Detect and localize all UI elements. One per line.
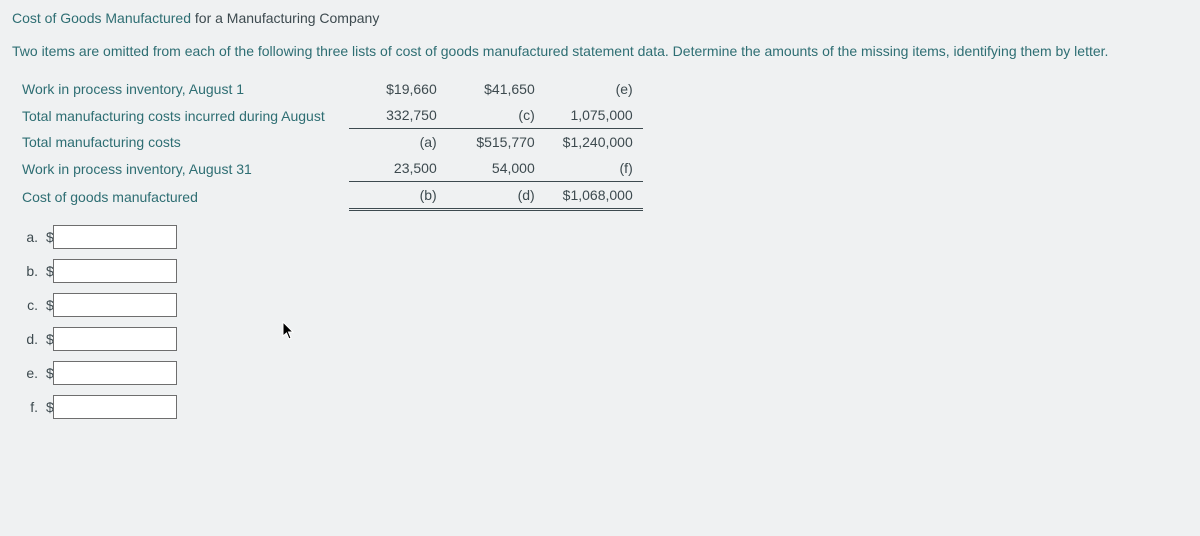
cell-col1: (b) [349, 182, 447, 210]
answer-inputs: a.$ b.$ c.$ d.$ e.$ f.$ [12, 225, 1188, 419]
cell-col3: $1,240,000 [545, 129, 643, 156]
cell-col3: (f) [545, 155, 643, 182]
row-label: Work in process inventory, August 1 [12, 76, 349, 102]
cell-col2: $41,650 [447, 76, 545, 102]
table-row: Total manufacturing costs(a)$515,770$1,2… [12, 129, 643, 156]
page-title: Cost of Goods Manufactured for a Manufac… [12, 10, 1188, 26]
cell-col2: (d) [447, 182, 545, 210]
row-label: Total manufacturing costs incurred durin… [12, 102, 349, 129]
answer-row-b: b.$ [12, 259, 1188, 283]
cell-col3: 1,075,000 [545, 102, 643, 129]
cell-col3: (e) [545, 76, 643, 102]
answer-row-c: c.$ [12, 293, 1188, 317]
table-row: Cost of goods manufactured(b)(d)$1,068,0… [12, 182, 643, 210]
answer-input-e[interactable] [53, 361, 177, 385]
cell-col1: $19,660 [349, 76, 447, 102]
answer-label: d. [12, 331, 46, 347]
answer-input-f[interactable] [53, 395, 177, 419]
cell-col2: $515,770 [447, 129, 545, 156]
answer-label: f. [12, 399, 46, 415]
title-emphasis: Cost of Goods Manufactured [12, 10, 191, 26]
cell-col2: (c) [447, 102, 545, 129]
table-row: Work in process inventory, August 3123,5… [12, 155, 643, 182]
answer-input-b[interactable] [53, 259, 177, 283]
cell-col1: 332,750 [349, 102, 447, 129]
row-label: Cost of goods manufactured [12, 182, 349, 210]
answer-input-c[interactable] [53, 293, 177, 317]
cogm-table: Work in process inventory, August 1$19,6… [12, 76, 643, 211]
row-label: Work in process inventory, August 31 [12, 155, 349, 182]
answer-label: a. [12, 229, 46, 245]
answer-input-d[interactable] [53, 327, 177, 351]
cell-col2: 54,000 [447, 155, 545, 182]
answer-label: c. [12, 297, 46, 313]
answer-label: e. [12, 365, 46, 381]
answer-row-a: a.$ [12, 225, 1188, 249]
table-row: Total manufacturing costs incurred durin… [12, 102, 643, 129]
cell-col3: $1,068,000 [545, 182, 643, 210]
table-row: Work in process inventory, August 1$19,6… [12, 76, 643, 102]
title-rest: for a Manufacturing Company [191, 10, 379, 26]
cell-col1: (a) [349, 129, 447, 156]
answer-label: b. [12, 263, 46, 279]
answer-row-d: d.$ [12, 327, 1188, 351]
answer-row-e: e.$ [12, 361, 1188, 385]
instruction-text: Two items are omitted from each of the f… [12, 40, 1188, 62]
row-label: Total manufacturing costs [12, 129, 349, 156]
answer-row-f: f.$ [12, 395, 1188, 419]
cell-col1: 23,500 [349, 155, 447, 182]
answer-input-a[interactable] [53, 225, 177, 249]
